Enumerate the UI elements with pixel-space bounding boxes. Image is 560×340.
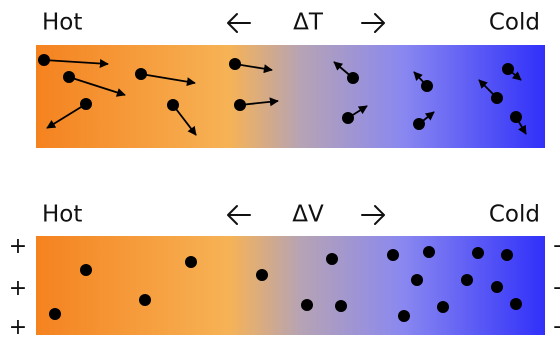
particle	[229, 58, 241, 70]
particle	[502, 63, 514, 75]
particle	[413, 118, 425, 130]
particle	[301, 299, 313, 311]
particle	[256, 269, 268, 281]
particle	[80, 98, 92, 110]
particle	[461, 274, 473, 286]
particle	[135, 68, 147, 80]
particle	[491, 92, 503, 104]
hot-label: Hot	[42, 10, 82, 36]
particle	[472, 247, 484, 259]
diagram: Hot ΔT Cold Hot ΔV Cold + + + − − −	[0, 0, 560, 340]
minus-sign: −	[552, 276, 560, 301]
delta-label: ΔV	[292, 202, 324, 228]
particle	[49, 308, 61, 320]
minus-sign: −	[552, 234, 560, 259]
plus-sign: +	[9, 234, 27, 259]
particle	[342, 112, 354, 124]
particle	[491, 281, 503, 293]
hot-label: Hot	[42, 202, 82, 228]
particle	[387, 249, 399, 261]
left-arrow	[228, 14, 250, 32]
particle	[347, 72, 359, 84]
particle	[510, 111, 522, 123]
particle	[335, 300, 347, 312]
particle	[139, 294, 151, 306]
particle	[185, 256, 197, 268]
delta-label: ΔT	[293, 10, 324, 36]
cold-label: Cold	[489, 10, 540, 36]
particle	[423, 246, 435, 258]
particle	[437, 301, 449, 313]
gradient-bar	[36, 45, 545, 148]
particle	[398, 310, 410, 322]
particle	[80, 264, 92, 276]
particle	[411, 274, 423, 286]
particle	[167, 99, 179, 111]
cold-label: Cold	[489, 202, 540, 228]
plus-sign: +	[9, 276, 27, 301]
plus-sign: +	[9, 315, 27, 340]
particle	[63, 71, 75, 83]
particle	[510, 298, 522, 310]
particle	[421, 80, 433, 92]
particle	[326, 253, 338, 265]
particle	[234, 99, 246, 111]
minus-sign: −	[552, 315, 560, 340]
right-arrow	[362, 14, 384, 32]
particle	[501, 249, 513, 261]
left-arrow	[228, 206, 250, 224]
particle	[38, 54, 50, 66]
right-arrow	[362, 206, 384, 224]
